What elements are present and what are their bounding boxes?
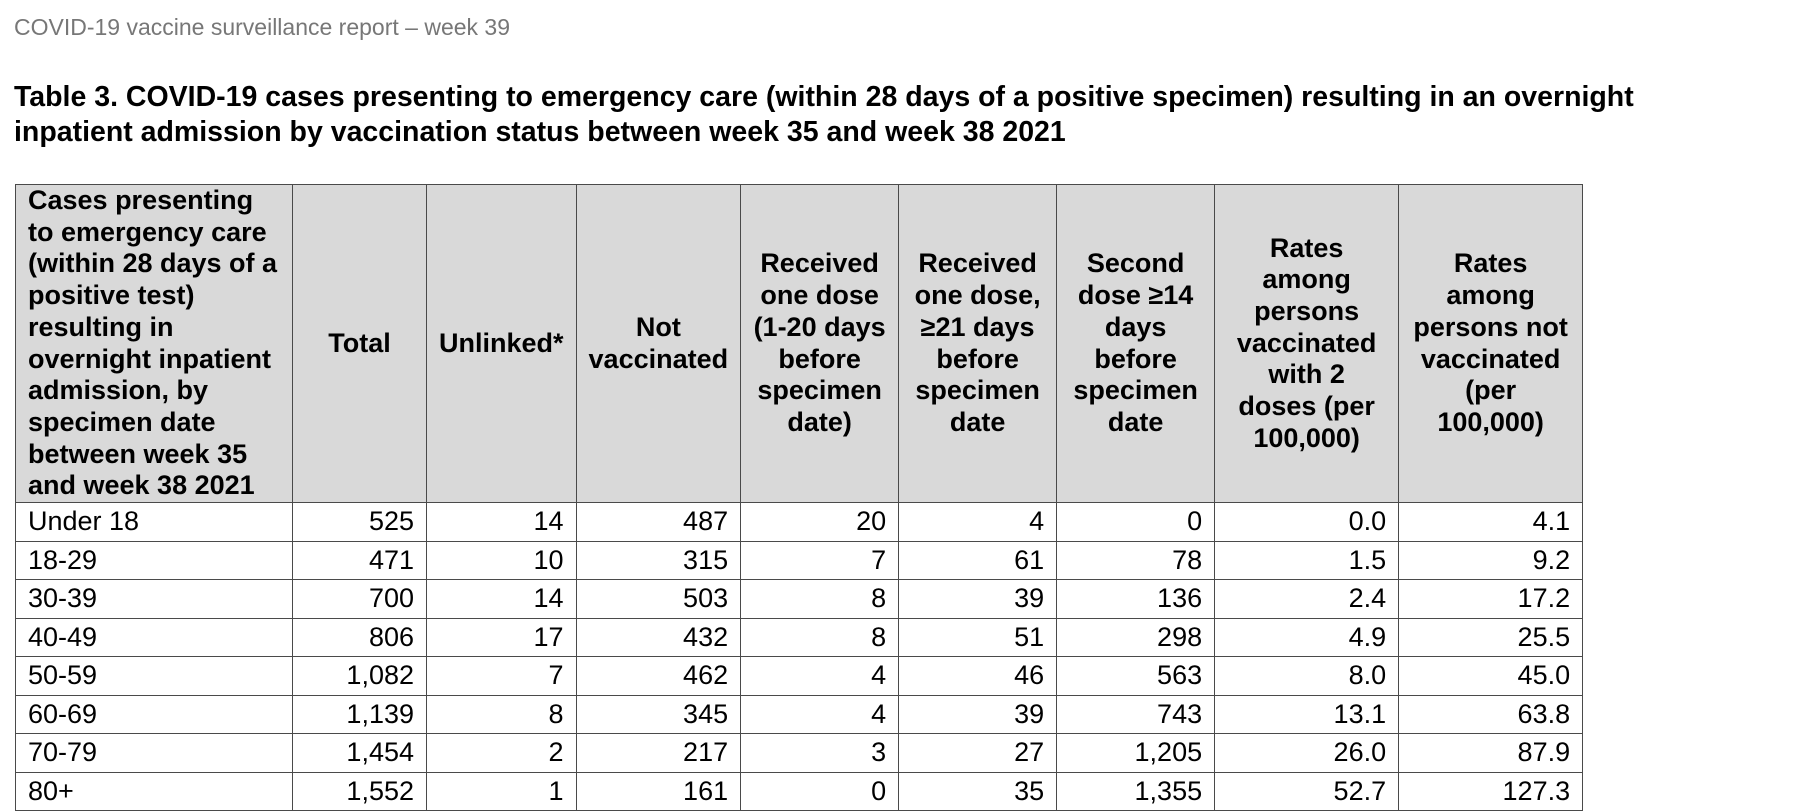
table-row: 18-29 471 10 315 7 61 78 1.5 9.2 [15,540,1584,581]
cell-total: 471 [292,540,427,581]
cell-not-vaccinated: 161 [575,771,742,811]
cell-unlinked: 2 [426,733,577,773]
cell-unlinked: 10 [426,540,577,581]
cell-second-dose: 78 [1056,540,1216,581]
cell-not-vaccinated: 217 [575,733,742,773]
cell-rate-not-vaccinated: 45.0 [1398,656,1584,696]
cell-one-dose-21-days: 4 [898,502,1058,542]
cell-one-dose-1-20-days: 8 [740,617,900,658]
cell-rate-vaccinated: 8.0 [1214,656,1400,696]
cell-rate-vaccinated: 13.1 [1214,694,1400,735]
vaccination-status-table: Cases presenting to emergency care (with… [15,183,1584,811]
cell-not-vaccinated: 487 [575,502,742,542]
cell-unlinked: 7 [426,656,577,696]
table-row: 70-79 1,454 2 217 3 27 1,205 26.0 87.9 [15,733,1584,773]
cell-one-dose-1-20-days: 4 [740,694,900,735]
cell-one-dose-1-20-days: 3 [740,733,900,773]
cell-rate-not-vaccinated: 17.2 [1398,579,1584,619]
table-title: Table 3. COVID-19 cases presenting to em… [14,81,1634,148]
cell-one-dose-1-20-days: 7 [740,540,900,581]
cell-one-dose-1-20-days: 4 [740,656,900,696]
cell-rate-not-vaccinated: 4.1 [1398,502,1584,542]
cell-age-group: 70-79 [15,733,293,773]
cell-unlinked: 1 [426,771,577,811]
cell-not-vaccinated: 503 [575,579,742,619]
cell-second-dose: 743 [1056,694,1216,735]
cell-one-dose-21-days: 51 [898,617,1058,658]
cell-second-dose: 136 [1056,579,1216,619]
column-header-not-vaccinated: Not vaccinated [575,183,742,504]
cell-rate-not-vaccinated: 127.3 [1398,771,1584,811]
cell-total: 1,454 [292,733,427,773]
cell-second-dose: 563 [1056,656,1216,696]
table-row: Under 18 525 14 487 20 4 0 0.0 4.1 [15,502,1584,542]
cell-not-vaccinated: 432 [575,617,742,658]
cell-second-dose: 298 [1056,617,1216,658]
cell-one-dose-21-days: 61 [898,540,1058,581]
cell-one-dose-21-days: 39 [898,694,1058,735]
cell-one-dose-21-days: 35 [898,771,1058,811]
cell-not-vaccinated: 345 [575,694,742,735]
column-header-one-dose-1-20-days: Received one dose (1-20 days before spec… [740,183,900,504]
cell-total: 525 [292,502,427,542]
cell-one-dose-1-20-days: 8 [740,579,900,619]
table-row: 60-69 1,139 8 345 4 39 743 13.1 63.8 [15,694,1584,735]
cell-age-group: 80+ [15,771,293,811]
cell-total: 700 [292,579,427,619]
column-header-age-group: Cases presenting to emergency care (with… [15,183,293,504]
column-header-second-dose: Second dose ≥14 days before specimen dat… [1056,183,1216,504]
column-header-total: Total [292,183,427,504]
cell-one-dose-21-days: 46 [898,656,1058,696]
cell-second-dose: 0 [1056,502,1216,542]
cell-rate-vaccinated: 4.9 [1214,617,1400,658]
cell-rate-not-vaccinated: 9.2 [1398,540,1584,581]
cell-unlinked: 14 [426,502,577,542]
cell-rate-vaccinated: 1.5 [1214,540,1400,581]
cell-age-group: 18-29 [15,540,293,581]
cell-rate-vaccinated: 2.4 [1214,579,1400,619]
table-row: 80+ 1,552 1 161 0 35 1,355 52.7 127.3 [15,771,1584,811]
cell-one-dose-1-20-days: 20 [740,502,900,542]
cell-not-vaccinated: 315 [575,540,742,581]
cell-one-dose-1-20-days: 0 [740,771,900,811]
table-row: 50-59 1,082 7 462 4 46 563 8.0 45.0 [15,656,1584,696]
cell-rate-not-vaccinated: 87.9 [1398,733,1584,773]
table-row: 30-39 700 14 503 8 39 136 2.4 17.2 [15,579,1584,619]
cell-not-vaccinated: 462 [575,656,742,696]
column-header-rate-vaccinated: Rates among persons vaccinated with 2 do… [1214,183,1400,504]
cell-rate-vaccinated: 26.0 [1214,733,1400,773]
cell-age-group: 30-39 [15,579,293,619]
cell-age-group: 60-69 [15,694,293,735]
cell-rate-not-vaccinated: 63.8 [1398,694,1584,735]
cell-age-group: 40-49 [15,617,293,658]
cell-rate-vaccinated: 0.0 [1214,502,1400,542]
cell-second-dose: 1,355 [1056,771,1216,811]
cell-total: 1,082 [292,656,427,696]
cell-total: 1,139 [292,694,427,735]
column-header-rate-not-vaccinated: Rates among persons not vaccinated (per … [1398,183,1584,504]
column-header-one-dose-21-days: Received one dose, ≥21 days before speci… [898,183,1058,504]
running-header: COVID-19 vaccine surveillance report – w… [14,14,511,40]
cell-unlinked: 14 [426,579,577,619]
cell-total: 806 [292,617,427,658]
cell-unlinked: 8 [426,694,577,735]
cell-rate-not-vaccinated: 25.5 [1398,617,1584,658]
cell-age-group: Under 18 [15,502,293,542]
column-header-unlinked: Unlinked* [426,183,577,504]
cell-rate-vaccinated: 52.7 [1214,771,1400,811]
cell-one-dose-21-days: 39 [898,579,1058,619]
cell-age-group: 50-59 [15,656,293,696]
cell-second-dose: 1,205 [1056,733,1216,773]
table-header-row: Cases presenting to emergency care (with… [15,183,1584,504]
table-row: 40-49 806 17 432 8 51 298 4.9 25.5 [15,617,1584,658]
cell-total: 1,552 [292,771,427,811]
cell-one-dose-21-days: 27 [898,733,1058,773]
cell-unlinked: 17 [426,617,577,658]
